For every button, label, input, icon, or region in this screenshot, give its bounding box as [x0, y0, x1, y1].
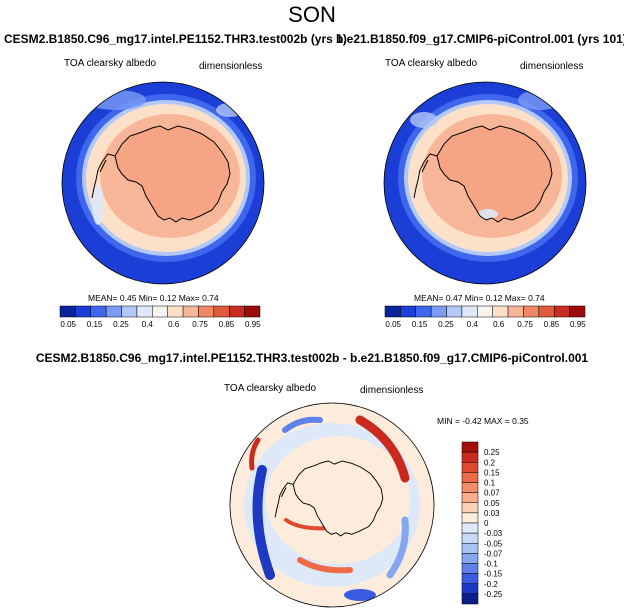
left-colorbar-swatch [167, 305, 184, 318]
right-colorbar-swatch [553, 305, 570, 318]
left-polar-map [61, 81, 265, 285]
right-colorbar-tick-label: 0.25 [438, 320, 454, 329]
right-colorbar-swatch [384, 305, 401, 318]
right-units-label: dimensionless [520, 61, 584, 72]
difference-colorbar-swatch [461, 543, 479, 554]
right-colorbar-tick-label: 0.15 [412, 320, 428, 329]
page-title: SON [288, 2, 336, 27]
right-panel-title: b.e21.B1850.f09_g17.CMIP6-piControl.001 … [336, 32, 624, 46]
right-colorbar-swatch [507, 305, 524, 318]
right-colorbar-swatch [523, 305, 540, 318]
difference-polar-map [229, 402, 435, 608]
left-units-label: dimensionless [199, 61, 263, 72]
difference-colorbar-swatch [461, 482, 479, 493]
difference-colorbar-swatch [461, 492, 479, 503]
right-colorbar-swatch [430, 305, 447, 318]
difference-colorbar: 0.250.20.150.10.070.050.030-0.03-0.05-0.… [461, 441, 503, 605]
left-colorbar-swatch [75, 305, 92, 318]
difference-colorbar-tick-label: -0.05 [484, 539, 503, 548]
left-colorbar-tick-label: 0.4 [142, 320, 154, 329]
difference-colorbar-tick-label: -0.03 [484, 529, 503, 538]
difference-colorbar-swatch [461, 593, 479, 605]
right-colorbar-tick-label: 0.85 [544, 320, 560, 329]
left-colorbar-swatch [228, 305, 245, 318]
difference-colorbar-tick-label: 0 [484, 519, 489, 528]
left-colorbar-swatch [121, 305, 138, 318]
right-colorbar-swatch [400, 305, 417, 318]
left-panel-title: CESM2.B1850.C96_mg17.intel.PE1152.THR3.t… [4, 32, 347, 46]
difference-stats-label: MIN = -0.42 MAX = 0.35 [437, 416, 529, 426]
left-colorbar-tick-label: 0.05 [60, 320, 76, 329]
difference-colorbar-swatch [461, 451, 479, 463]
difference-colorbar-swatch [461, 502, 479, 514]
left-colorbar-swatch [198, 305, 215, 318]
difference-colorbar-tick-label: 0.2 [484, 458, 496, 467]
difference-colorbar-tick-label: 0.25 [484, 448, 500, 457]
left-colorbar-swatch [182, 305, 199, 318]
left-colorbar-tick-label: 0.25 [113, 320, 129, 329]
right-colorbar-swatch [538, 305, 555, 318]
difference-panel-title: CESM2.B1850.C96_mg17.intel.PE1152.THR3.t… [35, 351, 589, 365]
right-colorbar-tick-label: 0.6 [493, 320, 505, 329]
difference-colorbar-swatch [461, 512, 479, 524]
left-variable-label: TOA clearsky albedo [64, 58, 157, 69]
difference-colorbar-swatch [461, 532, 479, 544]
difference-colorbar-tick-label: 0.15 [484, 468, 500, 477]
left-colorbar-swatch [152, 305, 168, 318]
difference-colorbar-tick-label: 0.03 [484, 509, 500, 518]
difference-units-label: dimensionless [360, 385, 424, 396]
difference-colorbar-tick-label: -0.25 [484, 590, 503, 599]
right-polar-map [383, 81, 587, 285]
difference-colorbar-swatch [461, 563, 479, 574]
difference-colorbar-swatch [461, 462, 479, 473]
left-colorbar-swatch [90, 305, 107, 318]
right-colorbar-tick-label: 0.4 [467, 320, 479, 329]
right-colorbar-tick-label: 0.95 [570, 320, 586, 329]
difference-colorbar-tick-label: -0.07 [484, 549, 503, 558]
difference-colorbar-tick-label: -0.15 [484, 570, 503, 579]
left-colorbar-swatch [59, 305, 76, 318]
left-colorbar-tick-label: 0.85 [219, 320, 235, 329]
left-colorbar-swatch [244, 305, 261, 318]
left-stats-label: MEAN= 0.45 Min= 0.12 Max= 0.74 [88, 293, 219, 303]
left-colorbar-swatch [105, 305, 122, 318]
right-colorbar-swatch [461, 305, 478, 318]
left-colorbar-tick-label: 0.75 [192, 320, 208, 329]
left-colorbar-tick-label: 0.15 [87, 320, 103, 329]
difference-colorbar-swatch [461, 583, 479, 595]
right-stats-label: MEAN= 0.47 Min= 0.12 Max= 0.74 [414, 293, 545, 303]
right-colorbar-tick-label: 0.05 [385, 320, 401, 329]
right-colorbar-swatch [492, 305, 509, 318]
difference-colorbar-swatch [461, 522, 479, 534]
left-colorbar: 0.05 0.15 0.25 0.4 0.6 0.75 0.85 0.95 [59, 305, 261, 329]
right-colorbar: 0.05 0.15 0.25 0.4 0.6 0.75 0.85 0.95 [384, 305, 586, 329]
difference-colorbar-tick-label: -0.1 [484, 560, 498, 569]
difference-colorbar-swatch [461, 472, 479, 483]
right-colorbar-swatch [477, 305, 493, 318]
left-colorbar-swatch [136, 305, 153, 318]
difference-colorbar-swatch [461, 441, 479, 453]
left-colorbar-swatch [213, 305, 230, 318]
difference-variable-label: TOA clearsky albedo [224, 383, 317, 394]
difference-colorbar-swatch [461, 553, 479, 564]
right-colorbar-swatch [569, 305, 586, 318]
difference-colorbar-swatch [461, 573, 479, 584]
right-variable-label: TOA clearsky albedo [385, 58, 478, 69]
right-colorbar-tick-label: 0.75 [517, 320, 533, 329]
left-colorbar-tick-label: 0.6 [168, 320, 180, 329]
difference-colorbar-tick-label: 0.1 [484, 479, 496, 488]
right-colorbar-swatch [446, 305, 463, 318]
difference-colorbar-tick-label: -0.2 [484, 580, 498, 589]
difference-colorbar-tick-label: 0.05 [484, 499, 500, 508]
right-colorbar-swatch [415, 305, 432, 318]
left-colorbar-tick-label: 0.95 [245, 320, 261, 329]
difference-colorbar-tick-label: 0.07 [484, 489, 500, 498]
